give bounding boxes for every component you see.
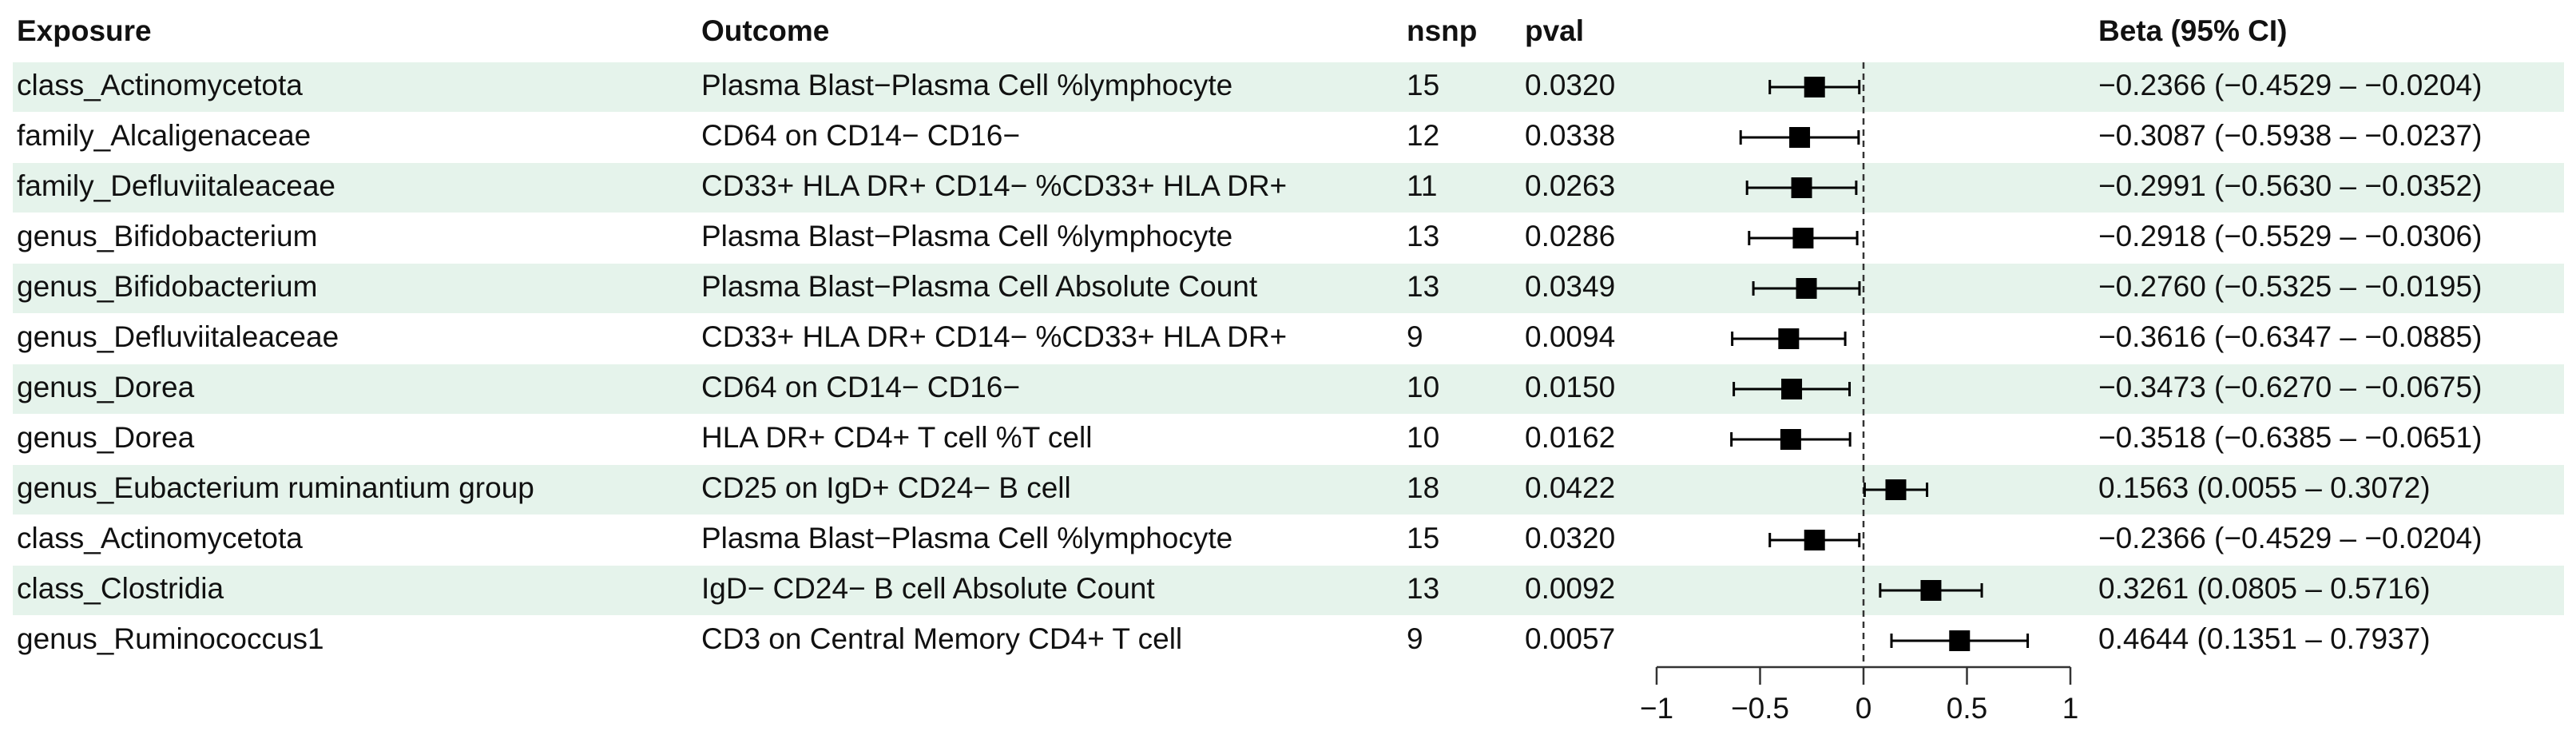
nsnp: 11 [1407,169,1437,202]
nsnp: 12 [1407,119,1439,152]
row-band [13,264,2564,313]
nsnp: 15 [1407,522,1439,554]
nsnp: 13 [1407,220,1439,252]
point-estimate [1780,429,1801,450]
point-estimate [1804,530,1825,550]
point-estimate [1791,177,1812,198]
pval: 0.0263 [1525,169,1615,202]
beta-ci: 0.3261 (0.0805 – 0.5716) [2098,572,2431,605]
row-band [13,566,2564,615]
row-band [13,364,2564,414]
exposure: family_Defluviitaleaceae [17,169,335,202]
column-header: Beta (95% CI) [2098,14,2287,47]
beta-ci: −0.3518 (−0.6385 – −0.0651) [2098,421,2482,454]
outcome: Plasma Blast−Plasma Cell Absolute Count [701,270,1258,303]
x-tick-label: −1 [1640,692,1673,725]
column-header: pval [1525,14,1584,47]
nsnp: 18 [1407,471,1439,504]
exposure: genus_Eubacterium ruminantium group [17,471,534,504]
row-band [13,465,2564,515]
beta-ci: −0.3087 (−0.5938 – −0.0237) [2098,119,2482,152]
x-tick-label: −0.5 [1731,692,1789,725]
pval: 0.0094 [1525,320,1615,353]
point-estimate [1778,328,1800,349]
point-estimate [1920,580,1942,601]
row-band [13,163,2564,213]
outcome: CD33+ HLA DR+ CD14− %CD33+ HLA DR+ [701,169,1287,202]
outcome: HLA DR+ CD4+ T cell %T cell [701,421,1092,454]
column-header: Exposure [17,14,152,47]
point-estimate [1796,278,1817,299]
beta-ci: 0.4644 (0.1351 – 0.7937) [2098,622,2431,655]
outcome: CD64 on CD14− CD16− [701,119,1020,152]
nsnp: 13 [1407,270,1439,303]
outcome: CD3 on Central Memory CD4+ T cell [701,622,1182,655]
point-estimate [1789,127,1811,148]
row-band [13,62,2564,112]
exposure: class_Actinomycetota [17,522,303,554]
exposure: class_Actinomycetota [17,69,303,101]
exposure: genus_Bifidobacterium [17,270,317,303]
beta-ci: −0.2760 (−0.5325 – −0.0195) [2098,270,2482,303]
nsnp: 15 [1407,69,1439,101]
nsnp: 10 [1407,421,1439,454]
pval: 0.0150 [1525,371,1615,403]
beta-ci: −0.2366 (−0.4529 – −0.0204) [2098,69,2482,101]
exposure: class_Clostridia [17,572,224,605]
pval: 0.0338 [1525,119,1615,152]
nsnp: 9 [1407,320,1423,353]
column-header: nsnp [1407,14,1477,47]
outcome: CD64 on CD14− CD16− [701,371,1020,403]
beta-ci: 0.1563 (0.0055 – 0.3072) [2098,471,2431,504]
pval: 0.0320 [1525,69,1615,101]
pval: 0.0422 [1525,471,1615,504]
nsnp: 10 [1407,371,1439,403]
pval: 0.0320 [1525,522,1615,554]
beta-ci: −0.2991 (−0.5630 – −0.0352) [2098,169,2482,202]
outcome: IgD− CD24− B cell Absolute Count [701,572,1155,605]
x-tick-label: 0.5 [1947,692,1987,725]
x-tick-label: 1 [2062,692,2079,725]
nsnp: 9 [1407,622,1423,655]
point-estimate [1885,479,1907,500]
pval: 0.0162 [1525,421,1615,454]
point-estimate [1804,77,1825,97]
exposure: genus_Ruminococcus1 [17,622,324,655]
nsnp: 13 [1407,572,1439,605]
point-estimate [1781,379,1803,399]
pval: 0.0349 [1525,270,1615,303]
exposure: family_Alcaligenaceae [17,119,311,152]
beta-ci: −0.2366 (−0.4529 – −0.0204) [2098,522,2482,554]
point-estimate [1949,630,1971,651]
x-tick-label: 0 [1856,692,1872,725]
beta-ci: −0.3616 (−0.6347 – −0.0885) [2098,320,2482,353]
exposure: genus_Dorea [17,421,195,454]
point-estimate [1792,228,1814,248]
outcome: Plasma Blast−Plasma Cell %lymphocyte [701,522,1232,554]
pval: 0.0057 [1525,622,1615,655]
exposure: genus_Defluviitaleaceae [17,320,339,353]
outcome: CD33+ HLA DR+ CD14− %CD33+ HLA DR+ [701,320,1287,353]
outcome: Plasma Blast−Plasma Cell %lymphocyte [701,220,1232,252]
beta-ci: −0.3473 (−0.6270 – −0.0675) [2098,371,2482,403]
exposure: genus_Bifidobacterium [17,220,317,252]
beta-ci: −0.2918 (−0.5529 – −0.0306) [2098,220,2482,252]
column-header: Outcome [701,14,829,47]
exposure: genus_Dorea [17,371,195,403]
pval: 0.0092 [1525,572,1615,605]
outcome: Plasma Blast−Plasma Cell %lymphocyte [701,69,1232,101]
pval: 0.0286 [1525,220,1615,252]
outcome: CD25 on IgD+ CD24− B cell [701,471,1071,504]
